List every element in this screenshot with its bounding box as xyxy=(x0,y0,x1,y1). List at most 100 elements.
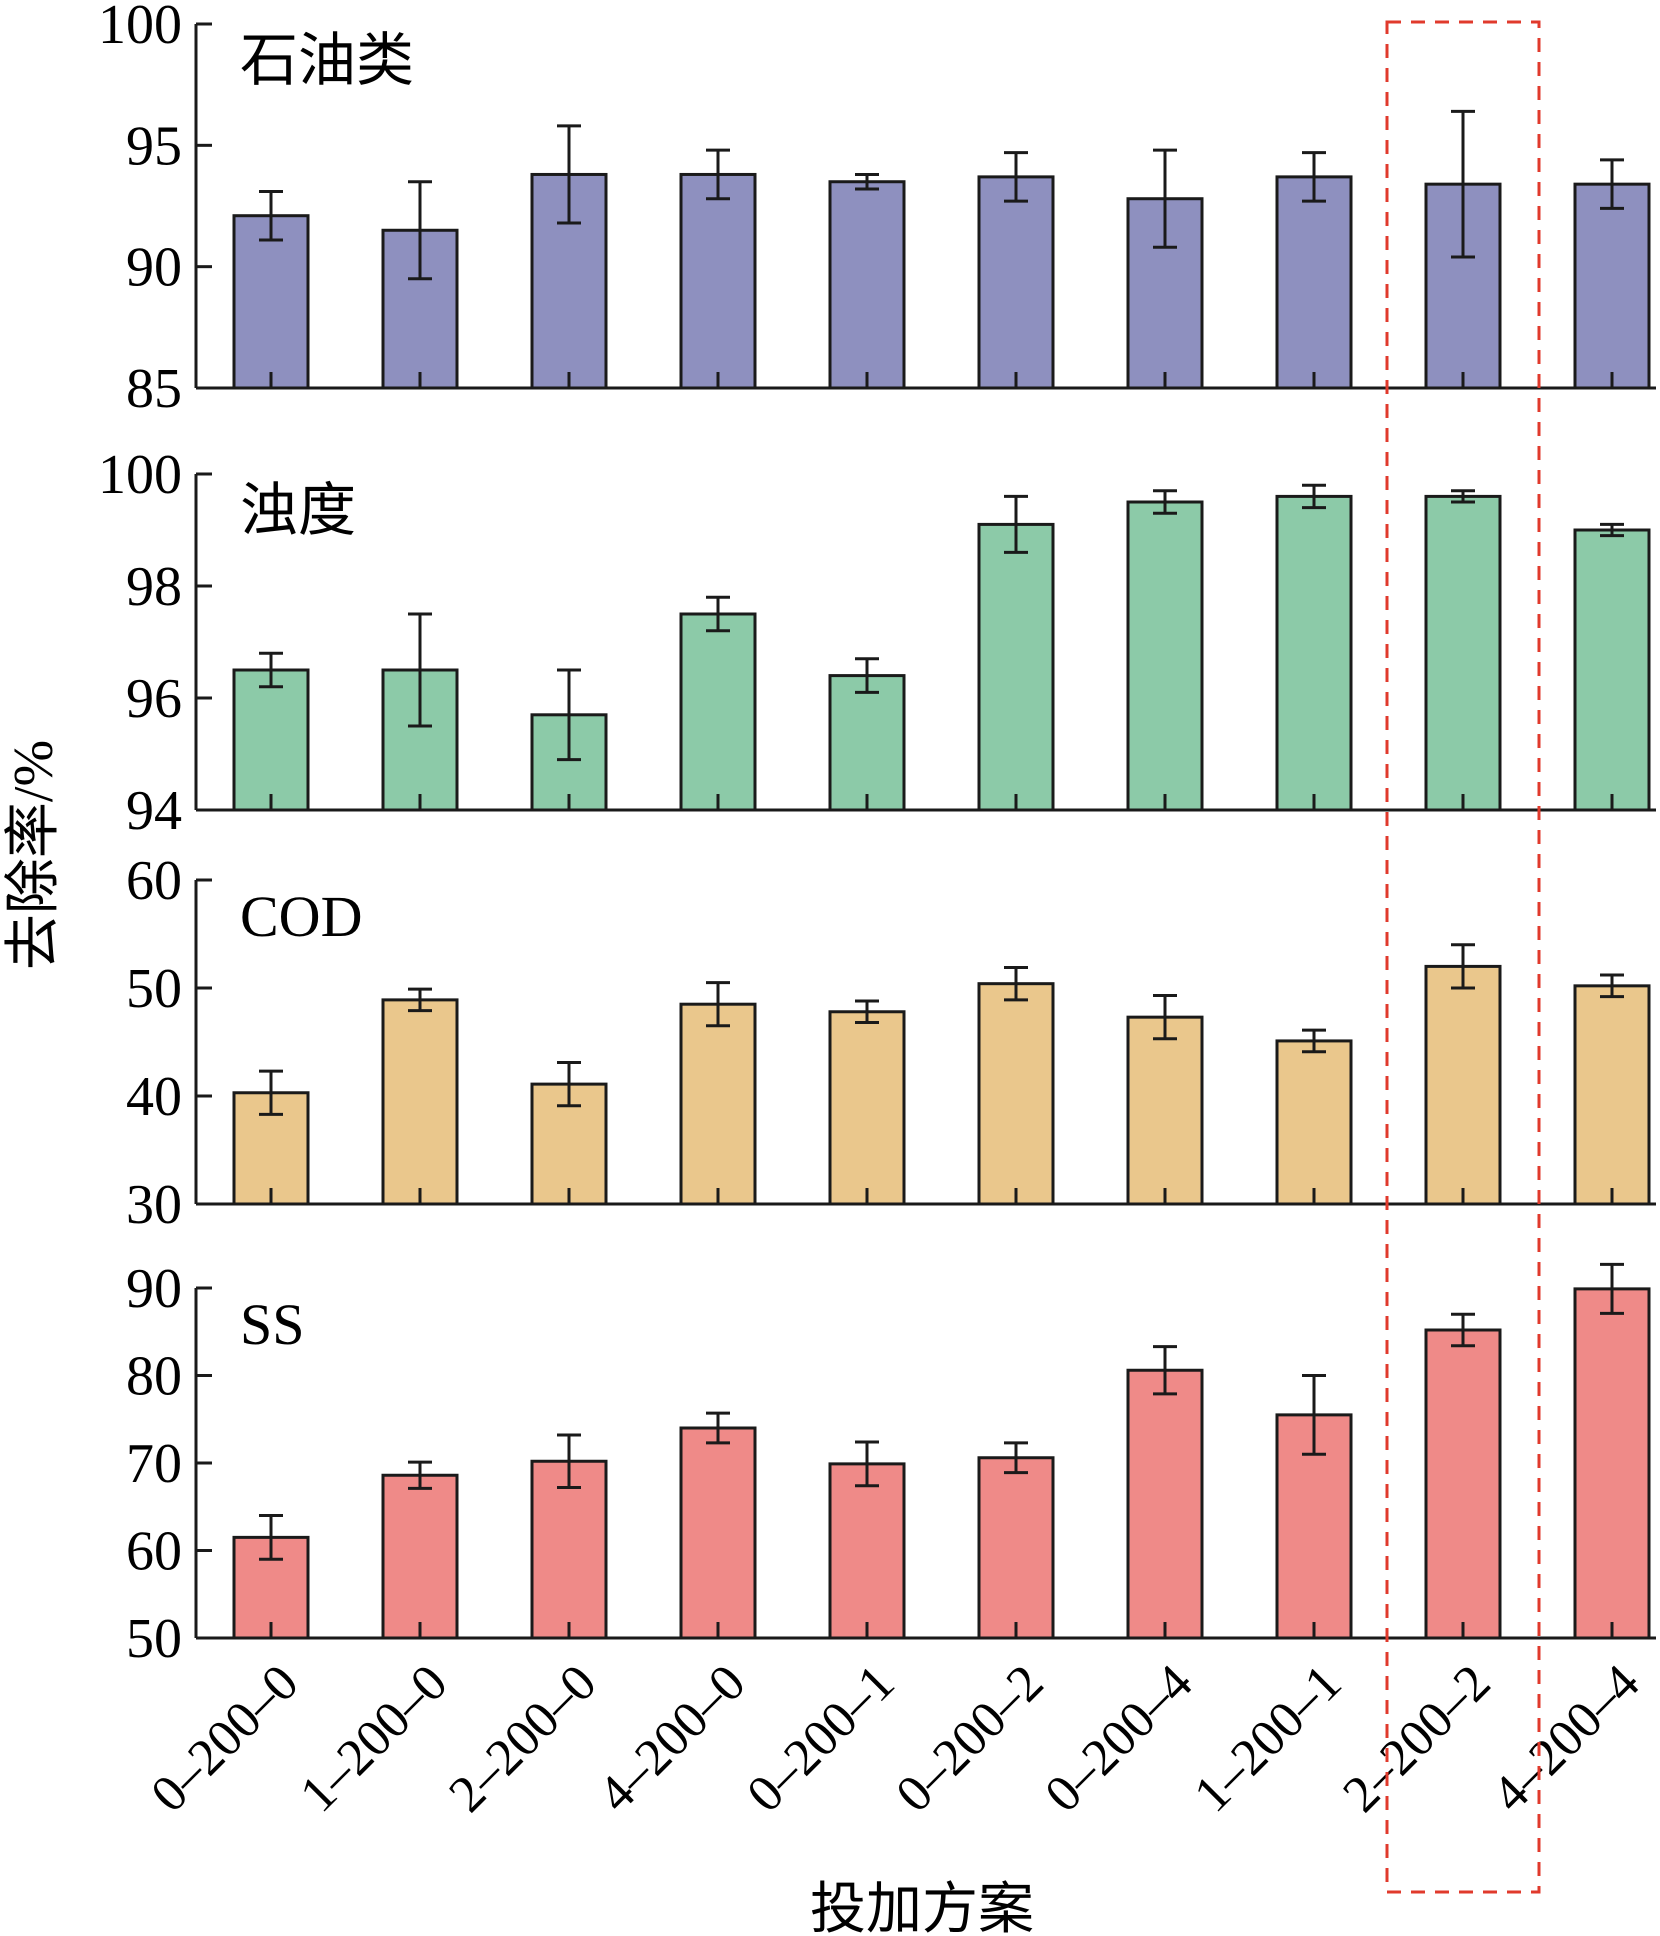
category-labels: 0–200–01–200–02–200–04–200–00–200–10–200… xyxy=(140,1654,1650,1823)
highlight-box xyxy=(1385,20,1541,1894)
error-bar xyxy=(408,987,432,1013)
error-bar xyxy=(1451,489,1475,504)
bar xyxy=(828,674,906,812)
y-tick-label: 100 xyxy=(98,0,182,56)
y-tick-label: 96 xyxy=(126,668,182,730)
bar xyxy=(1275,494,1353,812)
bar xyxy=(530,1459,608,1640)
panel-label: SS xyxy=(240,1292,305,1357)
bar xyxy=(828,180,906,390)
bar xyxy=(977,175,1055,390)
category-label: 2–200–2 xyxy=(1332,1654,1501,1823)
bar xyxy=(381,998,459,1206)
category-label: 2–200–0 xyxy=(438,1654,607,1823)
bar xyxy=(1126,500,1204,812)
y-tick-label: 90 xyxy=(126,1258,182,1320)
y-tick-label: 95 xyxy=(126,115,182,177)
error-bar xyxy=(1302,483,1326,510)
x-axis-title: 投加方案 xyxy=(810,1879,1034,1936)
error-bar xyxy=(855,1440,879,1488)
y-tick-label: 98 xyxy=(126,556,182,618)
category-label: 0–200–0 xyxy=(140,1654,309,1823)
error-bar xyxy=(1153,148,1177,249)
error-bar xyxy=(259,1514,283,1561)
panel-3: 30 40 50 60 COD xyxy=(126,850,1656,1236)
panel-label: 浊度 xyxy=(240,478,356,543)
error-bar xyxy=(1004,151,1028,203)
bar xyxy=(1126,1015,1204,1206)
category-label: 0–200–1 xyxy=(736,1654,905,1823)
bar xyxy=(977,1456,1055,1640)
bar xyxy=(679,172,757,390)
panel-2: 94 96 98 100 浊度 xyxy=(98,444,1656,842)
error-bar xyxy=(557,1061,581,1108)
bar xyxy=(1275,175,1353,390)
bar xyxy=(232,668,310,812)
bar xyxy=(977,522,1055,812)
category-label: 0–200–2 xyxy=(885,1654,1054,1823)
error-bar xyxy=(259,651,283,689)
bar xyxy=(232,214,310,390)
error-bar xyxy=(706,148,730,201)
bar xyxy=(977,982,1055,1206)
error-bar xyxy=(557,1433,581,1489)
chart-panels: 85 90 95 100 石油类 94 96 98 100 浊度 30 40 50 60 COD 50 60 70… xyxy=(98,0,1656,1670)
y-tick-label: 80 xyxy=(126,1346,182,1408)
bar xyxy=(679,1002,757,1206)
error-bar xyxy=(1153,994,1177,1041)
error-bar xyxy=(1451,943,1475,990)
bar xyxy=(381,1473,459,1640)
error-bar xyxy=(259,189,283,242)
error-bar xyxy=(557,668,581,762)
y-tick-label: 94 xyxy=(126,780,182,842)
error-bar xyxy=(408,180,432,281)
error-bar xyxy=(1451,109,1475,259)
error-bar xyxy=(855,172,879,191)
bar xyxy=(1573,984,1651,1206)
error-bar xyxy=(855,657,879,694)
panel-label: COD xyxy=(240,884,362,949)
y-tick-label: 60 xyxy=(126,850,182,912)
error-bar xyxy=(1153,489,1177,515)
category-label: 0–200–4 xyxy=(1034,1654,1203,1823)
y-tick-label: 30 xyxy=(126,1174,182,1236)
bar xyxy=(1126,1368,1204,1640)
error-bar xyxy=(706,1411,730,1445)
bar xyxy=(1573,1287,1651,1640)
category-label: 1–200–0 xyxy=(289,1654,458,1823)
error-bar xyxy=(1302,151,1326,203)
y-tick-label: 50 xyxy=(126,1608,182,1670)
panel-4: 50 60 70 80 90 SS xyxy=(126,1258,1656,1670)
error-bar xyxy=(1451,1312,1475,1348)
error-bar xyxy=(1302,1374,1326,1456)
y-tick-label: 90 xyxy=(126,237,182,299)
y-tick-label: 85 xyxy=(126,358,182,420)
bar xyxy=(1275,1039,1353,1206)
error-bar xyxy=(1600,158,1624,210)
bar xyxy=(1424,1328,1502,1640)
error-bar xyxy=(408,612,432,728)
bar xyxy=(679,1426,757,1640)
error-bar xyxy=(259,1069,283,1116)
y-tick-label: 100 xyxy=(98,444,182,506)
error-bar xyxy=(706,981,730,1028)
error-bar xyxy=(1153,1345,1177,1396)
bar xyxy=(1573,528,1651,812)
error-bar xyxy=(1004,965,1028,1002)
bar xyxy=(828,1010,906,1206)
category-label: 1–200–1 xyxy=(1183,1654,1352,1823)
panel-1: 85 90 95 100 石油类 xyxy=(98,0,1656,420)
category-label: 4–200–0 xyxy=(587,1654,756,1823)
y-tick-label: 70 xyxy=(126,1433,182,1495)
error-bar xyxy=(1600,522,1624,538)
error-bar xyxy=(1004,494,1028,554)
error-bar xyxy=(1004,1441,1028,1475)
y-tick-label: 60 xyxy=(126,1521,182,1583)
bar xyxy=(679,612,757,812)
y-axis-title: 去除率/% xyxy=(3,740,65,970)
error-bar xyxy=(855,999,879,1025)
bar xyxy=(1424,964,1502,1206)
y-tick-label: 40 xyxy=(126,1066,182,1128)
error-bar xyxy=(1600,1262,1624,1315)
